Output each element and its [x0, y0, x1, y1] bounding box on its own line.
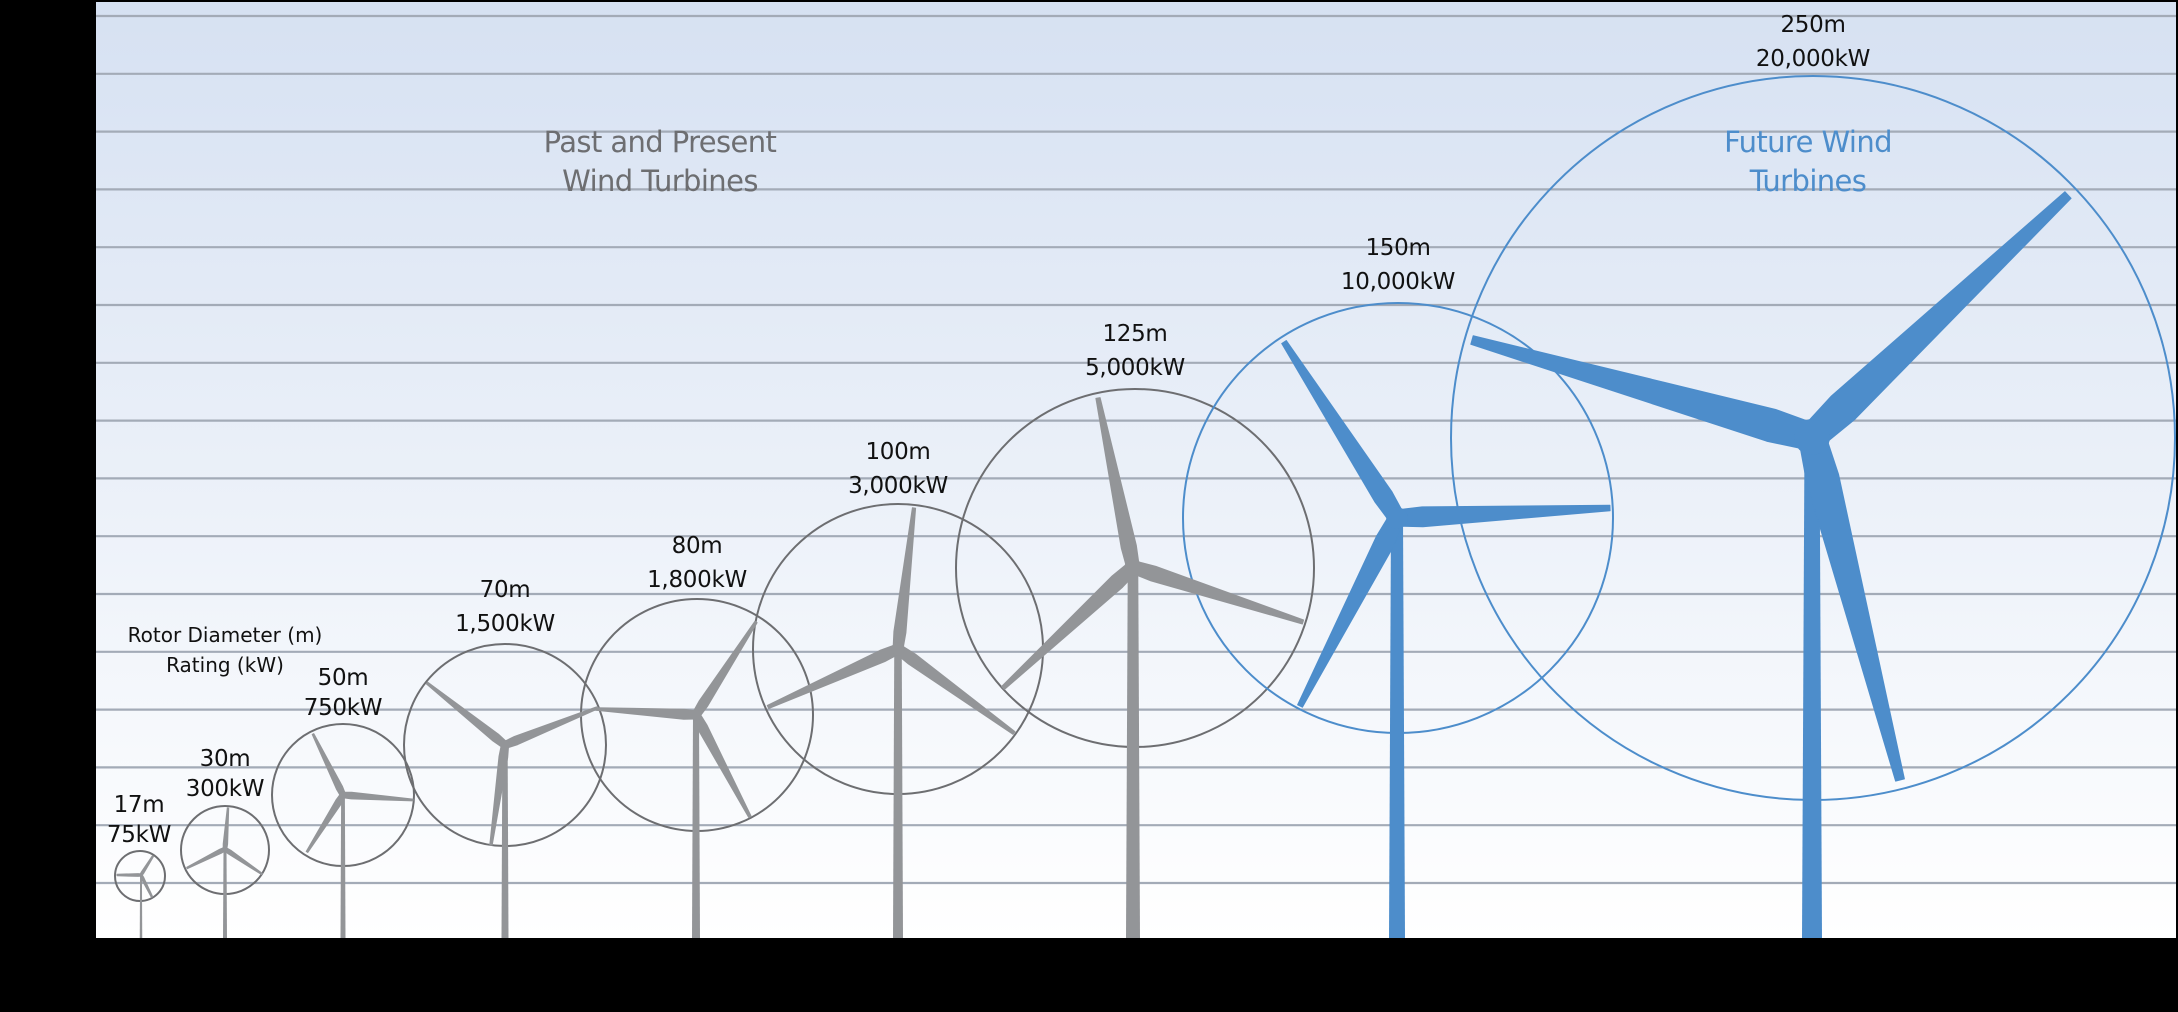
- legend-rating: Rating (kW): [166, 653, 284, 677]
- turbine-125m: [1001, 397, 1305, 938]
- hub: [222, 846, 228, 852]
- tower: [893, 649, 903, 938]
- turbines: [116, 191, 2072, 938]
- rating-label: 750kW: [303, 695, 383, 721]
- tower: [1802, 437, 1822, 938]
- tower: [501, 745, 509, 938]
- diameter-label: 150m: [1365, 235, 1431, 261]
- hub: [500, 740, 510, 750]
- hub: [1124, 558, 1142, 576]
- rating-label: 10,000kW: [1340, 269, 1456, 295]
- hub: [139, 873, 143, 877]
- turbine-label-17m: 17m 75kW: [107, 788, 171, 852]
- rating-label: 5,000kW: [1085, 355, 1185, 381]
- turbine-250m: [1470, 191, 2072, 938]
- rating-label: 1,500kW: [455, 611, 555, 637]
- legend-diameter: Rotor Diameter (m): [127, 623, 323, 647]
- tower: [1389, 518, 1405, 938]
- diameter-label: 100m: [865, 439, 931, 465]
- tower: [139, 875, 143, 938]
- diameter-label: 250m: [1780, 12, 1846, 38]
- turbine-30m: [186, 807, 263, 938]
- future-title: Future Wind Turbines: [1724, 123, 1892, 201]
- turbine-70m: [425, 681, 598, 938]
- diameter-label: 30m: [199, 746, 251, 772]
- tower: [223, 849, 227, 938]
- blade: [116, 873, 142, 877]
- hub: [1794, 419, 1830, 455]
- turbine-50m: [305, 733, 414, 938]
- hub: [891, 642, 905, 656]
- turbine-label-30m: 30m 300kW: [185, 742, 265, 806]
- diameter-label: 125m: [1102, 321, 1168, 347]
- diameter-label: 70m: [479, 577, 531, 603]
- turbine-80m: [595, 620, 758, 938]
- hub: [1386, 507, 1408, 529]
- rating-label: 20,000kW: [1755, 46, 1871, 72]
- diameter-label: 17m: [113, 792, 165, 818]
- past-title-line2: Wind Turbines: [562, 164, 758, 198]
- future-title-line2: Turbines: [1749, 164, 1867, 198]
- rating-label: 1,800kW: [647, 567, 747, 593]
- tower: [692, 715, 700, 938]
- turbine-label-80m: 80m 1,800kW: [647, 529, 747, 597]
- rating-label: 75kW: [106, 822, 172, 848]
- turbine-label-250m: 250m 20,000kW: [1756, 8, 1870, 76]
- hub: [690, 709, 702, 721]
- turbine-100m: [766, 507, 1016, 938]
- rating-label: 3,000kW: [848, 473, 948, 499]
- hub: [339, 791, 347, 799]
- turbine-label-100m: 100m 3,000kW: [848, 435, 948, 503]
- turbine-label-125m: 125m 5,000kW: [1085, 317, 1185, 385]
- legend: Rotor Diameter (m) Rating (kW): [128, 620, 323, 680]
- turbine-150m: [1281, 340, 1611, 938]
- turbine-label-50m: 50m 750kW: [303, 661, 383, 725]
- past-present-title: Past and Present Wind Turbines: [544, 123, 777, 201]
- rating-label: 300kW: [185, 776, 265, 802]
- turbine-label-70m: 70m 1,500kW: [455, 573, 555, 641]
- past-title-line1: Past and Present: [543, 125, 777, 159]
- tower: [340, 795, 346, 938]
- turbine-17m: [116, 855, 155, 938]
- diameter-label: 50m: [317, 665, 369, 691]
- future-title-line1: Future Wind: [1724, 125, 1892, 159]
- tower: [1126, 567, 1140, 938]
- diameter-label: 80m: [671, 533, 723, 559]
- turbine-label-150m: 150m 10,000kW: [1341, 231, 1455, 299]
